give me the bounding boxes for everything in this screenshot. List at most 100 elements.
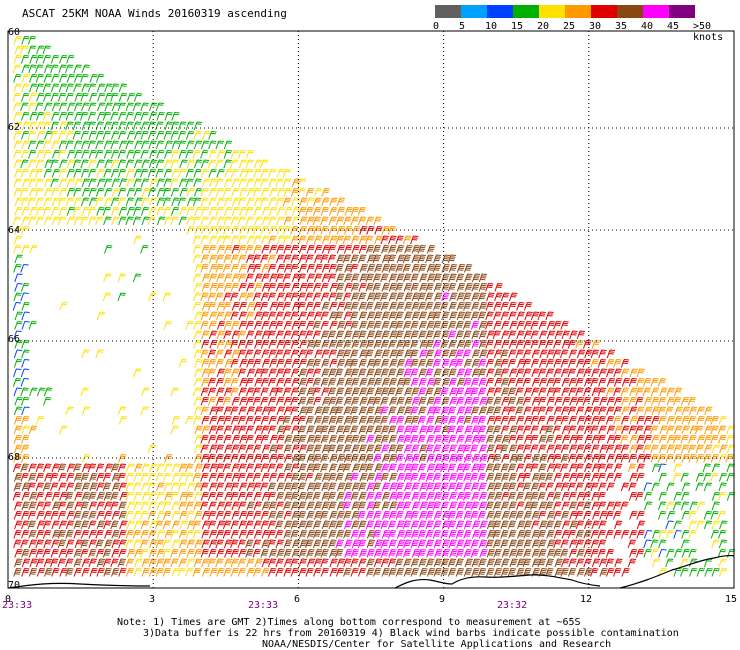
lat-label: 62 (8, 122, 21, 133)
wind-barb (477, 416, 487, 425)
wind-barb (485, 283, 494, 292)
wind-barb (575, 539, 584, 549)
wind-barb (43, 169, 52, 178)
wind-barb (67, 102, 76, 112)
wind-barb (313, 283, 322, 292)
wind-barb (290, 406, 299, 416)
wind-barb (351, 226, 361, 235)
wind-barb (66, 55, 75, 64)
wind-barb (147, 169, 157, 178)
wind-barb (389, 330, 398, 340)
wind-barb (382, 511, 391, 520)
wind-barb (254, 311, 263, 321)
wind-barb (433, 397, 442, 406)
wind-barb (245, 349, 254, 359)
wind-barb (569, 397, 578, 406)
wind-barb (207, 349, 216, 359)
wind-barb (267, 264, 277, 273)
wind-barb (516, 321, 525, 330)
wind-barb (253, 492, 262, 501)
wind-barb (305, 539, 314, 549)
wind-barb (321, 473, 331, 482)
wind-barb (359, 463, 368, 473)
wind-barb (88, 169, 97, 178)
wind-barb (560, 549, 569, 558)
wind-barb (140, 539, 149, 549)
wind-barb (88, 102, 97, 112)
wind-barb (283, 254, 292, 264)
wind-barb (500, 463, 510, 473)
wind-barb (231, 273, 241, 283)
wind-barb (73, 568, 82, 577)
wind-barb (329, 302, 338, 311)
wind-barb (359, 549, 368, 558)
wind-barb (357, 207, 366, 216)
wind-barb (215, 264, 224, 273)
wind-barb (208, 435, 217, 444)
wind-barb (575, 435, 584, 444)
grid-lines (8, 31, 734, 588)
wind-barb (223, 150, 232, 159)
wind-barb (104, 102, 113, 112)
wind-barb (464, 435, 473, 444)
wind-barb (344, 273, 353, 283)
wind-barb (575, 482, 584, 492)
wind-barb (425, 283, 434, 292)
wind-barb (147, 473, 157, 482)
wind-barb (455, 473, 465, 482)
wind-barb (606, 501, 615, 511)
wind-barb (636, 530, 645, 539)
scale-swatch (461, 5, 487, 18)
wind-barb (710, 511, 719, 520)
wind-barb (269, 302, 278, 311)
wind-barb (110, 150, 120, 159)
wind-barb (516, 539, 525, 549)
wind-barb (298, 245, 308, 254)
wind-barb (501, 321, 510, 330)
wind-barb (418, 302, 427, 311)
wind-barb (440, 463, 449, 473)
wind-barb (335, 444, 344, 454)
wind-barb (230, 150, 240, 159)
wind-barb (306, 311, 315, 321)
wind-barb (162, 188, 171, 197)
wind-barb (628, 482, 637, 492)
wind-barb (365, 216, 375, 226)
wind-barb (297, 482, 307, 492)
wind-barb (621, 406, 630, 416)
wind-barb (275, 501, 284, 511)
wind-barb (12, 245, 22, 254)
wind-barb (72, 121, 81, 131)
wind-barb (276, 397, 285, 406)
wind-barb (718, 482, 727, 492)
wind-barb (479, 549, 488, 558)
wind-barb (13, 435, 22, 444)
wind-barb (133, 169, 143, 178)
wind-barb (28, 93, 37, 102)
wind-barb (246, 406, 255, 416)
wind-barb (471, 435, 481, 444)
wind-barb (658, 473, 667, 482)
wind-barb (21, 121, 31, 131)
wind-barb (312, 359, 322, 368)
wind-barb (561, 435, 571, 444)
wind-barb (380, 520, 389, 530)
wind-barb (440, 321, 449, 330)
wind-barb (597, 463, 606, 473)
wind-barb (336, 558, 346, 568)
wind-barb (14, 558, 23, 568)
wind-barb (162, 501, 172, 511)
time-label: 23:33 (248, 600, 279, 611)
wind-barb (13, 530, 22, 539)
wind-barb (342, 463, 352, 473)
wind-barb (636, 368, 645, 378)
wind-barb (43, 397, 52, 406)
wind-barb (156, 530, 166, 539)
wind-barb (583, 340, 592, 349)
wind-barb (261, 207, 271, 216)
wind-barb (478, 539, 488, 549)
wind-barb (590, 482, 599, 492)
wind-barb (554, 435, 563, 444)
wind-barb (95, 530, 104, 539)
